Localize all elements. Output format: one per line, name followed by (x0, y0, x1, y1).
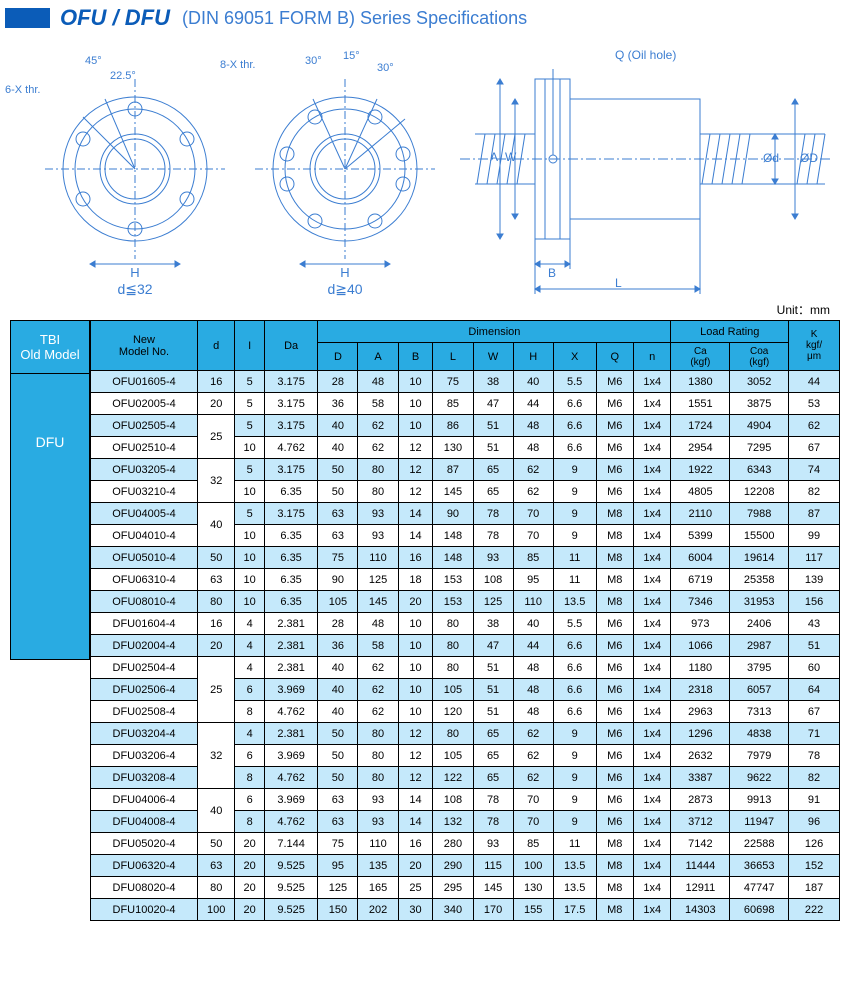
diagram-flange-6hole: 45° 22.5° H 6-X thr. d≦32 (35, 39, 235, 299)
svg-text:Ød: Ød (763, 151, 779, 165)
flange-svg-left: 45° 22.5° H (35, 39, 235, 279)
table-row: OFU04005-44053.1756393149078709M81x42110… (91, 503, 840, 525)
col-K: K kgf/ μm (789, 321, 840, 371)
table-row: OFU02505-42553.1754062108651486.6M61x417… (91, 415, 840, 437)
table-row: OFU03205-43253.1755080128765629M61x41922… (91, 459, 840, 481)
svg-text:22.5°: 22.5° (110, 70, 136, 82)
table-row: DFU05020-450207.1447511016280938511M81x4… (91, 833, 840, 855)
header: OFU / DFU (DIN 69051 FORM B) Series Spec… (0, 0, 850, 34)
sidebar-body: DFU (10, 374, 90, 660)
table-row: DFU02004-42042.3813658108047446.6M61x410… (91, 635, 840, 657)
svg-text:ØD: ØD (800, 151, 818, 165)
svg-text:B: B (548, 266, 556, 280)
table-container: TBIOld Model DFU New Model No. d I Da Di… (0, 320, 850, 931)
diag-label-left: d≦32 (35, 281, 235, 298)
table-row: DFU01604-41642.3812848108038405.5M61x497… (91, 613, 840, 635)
diagram-flange-8hole: 30° 15° 30° H 8-X thr. d≧40 (245, 39, 445, 299)
sidebar-head: TBIOld Model (10, 320, 90, 374)
table-row: DFU06320-463209.525951352029011510013.5M… (91, 855, 840, 877)
svg-text:15°: 15° (343, 50, 360, 62)
table-row: DFU10020-4100209.5251502023034017015517.… (91, 899, 840, 921)
table-row: OFU08010-480106.351051452015312511013.5M… (91, 591, 840, 613)
title-sub: (DIN 69051 FORM B) Series Specifications (182, 8, 527, 29)
svg-text:45°: 45° (85, 55, 102, 67)
table-row: OFU05010-450106.357511016148938511M81x46… (91, 547, 840, 569)
svg-text:L: L (615, 276, 622, 290)
svg-text:H: H (130, 265, 139, 279)
svg-text:30°: 30° (305, 55, 322, 67)
table-row: OFU06310-463106.3590125181531089511M81x4… (91, 569, 840, 591)
diagram-side-view: A W B L Ød ØD Q (Oil hole) (455, 39, 835, 299)
table-body: OFU01605-41653.1752848107538405.5M61x413… (91, 371, 840, 921)
col-Da: Da (264, 321, 318, 371)
table-row: OFU02005-42053.1753658108547446.6M61x415… (91, 393, 840, 415)
svg-text:A: A (490, 150, 498, 164)
title-main: OFU / DFU (60, 5, 170, 31)
table-row: OFU01605-41653.1752848107538405.5M61x413… (91, 371, 840, 393)
table-row: DFU02504-42542.3814062108051486.6M61x411… (91, 657, 840, 679)
col-I: I (235, 321, 264, 371)
diag-label-mid: d≧40 (245, 281, 445, 298)
unit-label: Unit：mm (0, 301, 850, 320)
table-row: DFU08020-480209.5251251652529514513013.5… (91, 877, 840, 899)
svg-text:30°: 30° (377, 62, 394, 74)
accent-bar (5, 8, 50, 28)
table-row: DFU04006-44063.96963931410878709M61x4287… (91, 789, 840, 811)
col-load: Load Rating (671, 321, 789, 343)
sidebar: TBIOld Model DFU (10, 320, 90, 921)
table-head: New Model No. d I Da Dimension Load Rati… (91, 321, 840, 371)
spec-table: New Model No. d I Da Dimension Load Rati… (90, 320, 840, 921)
flange-svg-mid: 30° 15° 30° H (245, 39, 445, 279)
col-dim: Dimension (318, 321, 671, 343)
thr-label-left: 6-X thr. (5, 84, 40, 96)
svg-text:Q (Oil hole): Q (Oil hole) (615, 48, 676, 62)
svg-text:W: W (505, 150, 517, 164)
diagrams-row: 45° 22.5° H 6-X thr. d≦32 30° 15° (0, 34, 850, 301)
svg-text:H: H (340, 265, 349, 279)
thr-label-mid: 8-X thr. (220, 59, 255, 71)
side-svg: A W B L Ød ØD Q (Oil hole) (455, 39, 835, 299)
table-row: DFU03204-43242.3815080128065629M61x41296… (91, 723, 840, 745)
col-model: New Model No. (91, 321, 198, 371)
col-d: d (198, 321, 235, 371)
